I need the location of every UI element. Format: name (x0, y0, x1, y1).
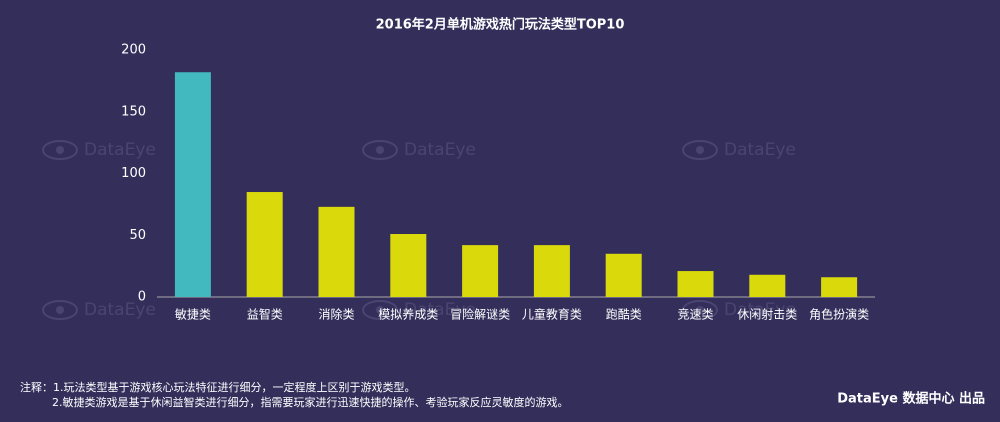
bar (246, 192, 283, 297)
bar (821, 277, 858, 297)
bar (390, 234, 427, 297)
x-tick-label: 益智类 (247, 307, 283, 322)
watermark: DataEye (362, 140, 476, 160)
y-tick-label: 0 (138, 290, 146, 305)
bar (749, 274, 786, 297)
watermark-pupil (376, 146, 384, 154)
watermark: DataEye (42, 300, 156, 320)
watermark-eye (42, 300, 78, 320)
chart-title: 2016年2月单机游戏热门玩法类型TOP10 (376, 17, 625, 33)
source: DataEye 数据中心 出品 (837, 391, 985, 407)
x-tick-label: 角色扮演类 (809, 307, 869, 322)
x-tick-label: 儿童教育类 (522, 307, 582, 322)
note: 注释：1.玩法类型基于游戏核心玩法特征进行细分，一定程度上区别于游戏类型。 (20, 380, 416, 394)
watermark-pupil (696, 146, 704, 154)
watermark-eye (42, 140, 78, 160)
bar (677, 271, 714, 297)
bar (318, 206, 355, 297)
watermark: DataEye (682, 140, 796, 160)
y-tick-label: 100 (121, 166, 146, 181)
watermark-text: DataEye (724, 140, 796, 160)
y-tick-label: 150 (121, 104, 146, 119)
watermark-eye (362, 300, 398, 320)
watermark: DataEye (682, 300, 796, 320)
watermark-text: DataEye (84, 300, 156, 320)
note: 2.敏捷类游戏是基于休闲益智类进行细分，指需要玩家进行迅速快捷的操作、考验玩家反… (52, 395, 569, 409)
x-tick-label: 休闲射击类 (737, 307, 797, 322)
watermark-text: DataEye (724, 300, 796, 320)
watermark-pupil (696, 306, 704, 314)
x-tick-label: 消除类 (318, 307, 354, 322)
bar (174, 72, 211, 297)
bar (605, 253, 642, 297)
x-tick-label: 敏捷类 (175, 307, 211, 322)
bar (533, 245, 570, 297)
watermark-eye (682, 140, 718, 160)
x-tick-label: 模拟养成类 (378, 307, 438, 322)
watermark-eye (682, 300, 718, 320)
watermark-text: DataEye (404, 300, 476, 320)
y-tick-label: 50 (129, 228, 146, 243)
bar (462, 245, 499, 297)
watermark-eye (362, 140, 398, 160)
watermark-pupil (56, 306, 64, 314)
watermark-text: DataEye (84, 140, 156, 160)
x-tick-label: 冒险解谜类 (450, 307, 510, 322)
x-tick-label: 竞速类 (677, 308, 713, 322)
watermark-pupil (56, 146, 64, 154)
watermark-text: DataEye (404, 140, 476, 160)
watermark: DataEye (362, 300, 476, 320)
watermark-pupil (376, 306, 384, 314)
watermark: DataEye (42, 140, 156, 160)
x-tick-label: 跑酷类 (606, 308, 642, 322)
y-tick-label: 200 (121, 43, 146, 58)
